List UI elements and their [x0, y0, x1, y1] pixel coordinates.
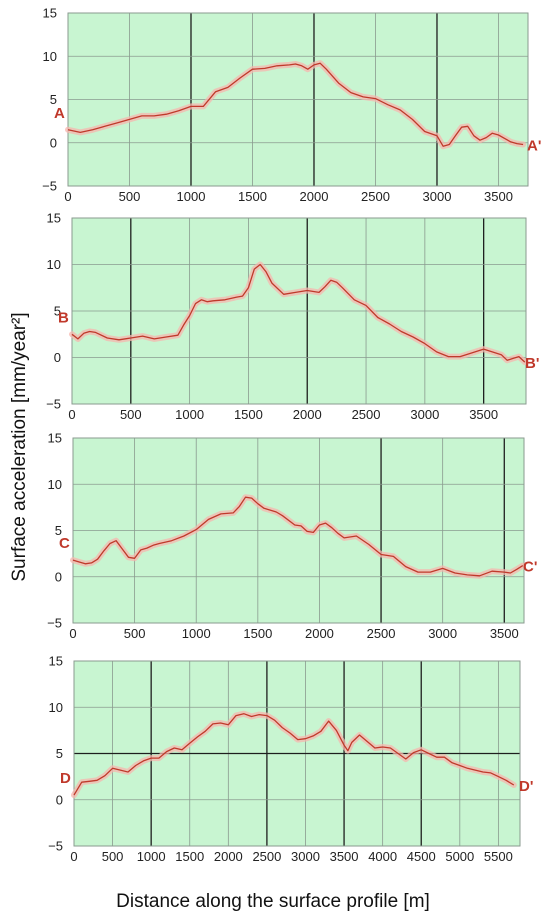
x-tick-label: 2500 — [367, 626, 396, 641]
y-tick-label: 5 — [50, 92, 57, 107]
y-tick-label: 0 — [56, 792, 63, 807]
x-tick-label: 4500 — [407, 849, 436, 864]
y-tick-label: 10 — [43, 49, 57, 64]
x-tick-label: 3500 — [490, 626, 519, 641]
y-tick-label: 5 — [55, 523, 62, 538]
x-tick-label: 500 — [120, 407, 142, 422]
x-tick-label: 3500 — [484, 189, 513, 204]
profile-end-label: B' — [525, 355, 539, 372]
chart-panel-1: 0 500 1000 1500 2000 2500 3000 3500 −5 0 5 10 15 A A' — [42, 6, 541, 205]
y-tick-label: 0 — [55, 569, 62, 584]
plot-frame — [71, 217, 527, 405]
x-tick-label: 500 — [124, 626, 146, 641]
y-tick-label: 10 — [49, 700, 63, 715]
y-tick-label: 15 — [49, 654, 63, 669]
x-tick-label: 1000 — [177, 189, 206, 204]
x-tick-label: 500 — [102, 849, 124, 864]
y-tick-label: 15 — [43, 6, 57, 21]
x-tick-label: 3000 — [423, 189, 452, 204]
y-tick-label: −5 — [46, 397, 61, 412]
profile-start-label: A — [54, 105, 65, 122]
x-tick-label: 1500 — [234, 407, 263, 422]
y-tick-label: 5 — [54, 304, 61, 319]
x-tick-label: 5500 — [484, 849, 513, 864]
x-tick-label: 2500 — [252, 849, 281, 864]
x-tick-label: 5000 — [445, 849, 474, 864]
profile-end-label: D' — [519, 778, 533, 795]
chart-panel-4: 0 500 1000 1500 2000 2500 3000 3500 4000 4500 5000… — [48, 654, 533, 865]
x-tick-label: 2000 — [300, 189, 329, 204]
series-line — [71, 263, 526, 363]
profile-end-label: C' — [523, 559, 537, 576]
series-line — [67, 62, 524, 147]
x-tick-label: 0 — [68, 407, 75, 422]
y-tick-label: 5 — [56, 746, 63, 761]
series-line — [72, 496, 524, 577]
series-line — [73, 713, 515, 796]
plot-frame — [72, 437, 525, 624]
x-tick-label: 3000 — [291, 849, 320, 864]
plot-frame — [73, 660, 521, 847]
x-tick-label: 1000 — [182, 626, 211, 641]
x-tick-label: 1000 — [175, 407, 204, 422]
x-tick-label: 2500 — [352, 407, 381, 422]
profile-end-label: A' — [527, 137, 541, 154]
profile-start-label: D — [60, 770, 71, 787]
y-tick-label: 10 — [48, 477, 62, 492]
x-axis-title: Distance along the surface profile [m] — [116, 891, 430, 912]
x-tick-label: 1500 — [238, 189, 267, 204]
y-tick-label: −5 — [42, 179, 57, 194]
y-tick-label: 15 — [48, 431, 62, 446]
y-axis-title: Surface acceleration [mm/year²] — [9, 312, 30, 581]
profile-start-label: B — [58, 309, 69, 326]
chart-panel-3: 0 500 1000 1500 2000 2500 3000 3500 −5 0 5 10 15 C C' — [47, 431, 537, 642]
chart-panels: 0 500 1000 1500 2000 2500 3000 3500−5051015AA'0… — [42, 6, 541, 865]
x-tick-label: 0 — [69, 626, 76, 641]
x-tick-label: 1500 — [243, 626, 272, 641]
x-tick-label: 3000 — [428, 626, 457, 641]
y-tick-label: 0 — [50, 135, 57, 150]
x-tick-label: 1500 — [175, 849, 204, 864]
x-tick-label: 3500 — [469, 407, 498, 422]
x-tick-label: 3500 — [330, 849, 359, 864]
chart-panel-2: 0 500 1000 1500 2000 2500 3000 3500 −5 0 5 10 15 B B' — [46, 211, 539, 423]
y-tick-label: 10 — [47, 257, 61, 272]
x-tick-label: 0 — [64, 189, 71, 204]
x-tick-label: 2000 — [293, 407, 322, 422]
y-tick-label: −5 — [48, 839, 63, 854]
x-tick-label: 3000 — [410, 407, 439, 422]
y-tick-label: −5 — [47, 616, 62, 631]
plot-frame — [67, 12, 529, 187]
profile-start-label: C — [59, 535, 70, 552]
x-tick-label: 4000 — [368, 849, 397, 864]
y-tick-label: 0 — [54, 350, 61, 365]
x-tick-label: 500 — [119, 189, 141, 204]
x-tick-label: 0 — [70, 849, 77, 864]
x-tick-label: 2000 — [305, 626, 334, 641]
y-tick-label: 15 — [47, 211, 61, 226]
x-tick-label: 1000 — [137, 849, 166, 864]
x-tick-label: 2000 — [214, 849, 243, 864]
x-tick-label: 2500 — [361, 189, 390, 204]
